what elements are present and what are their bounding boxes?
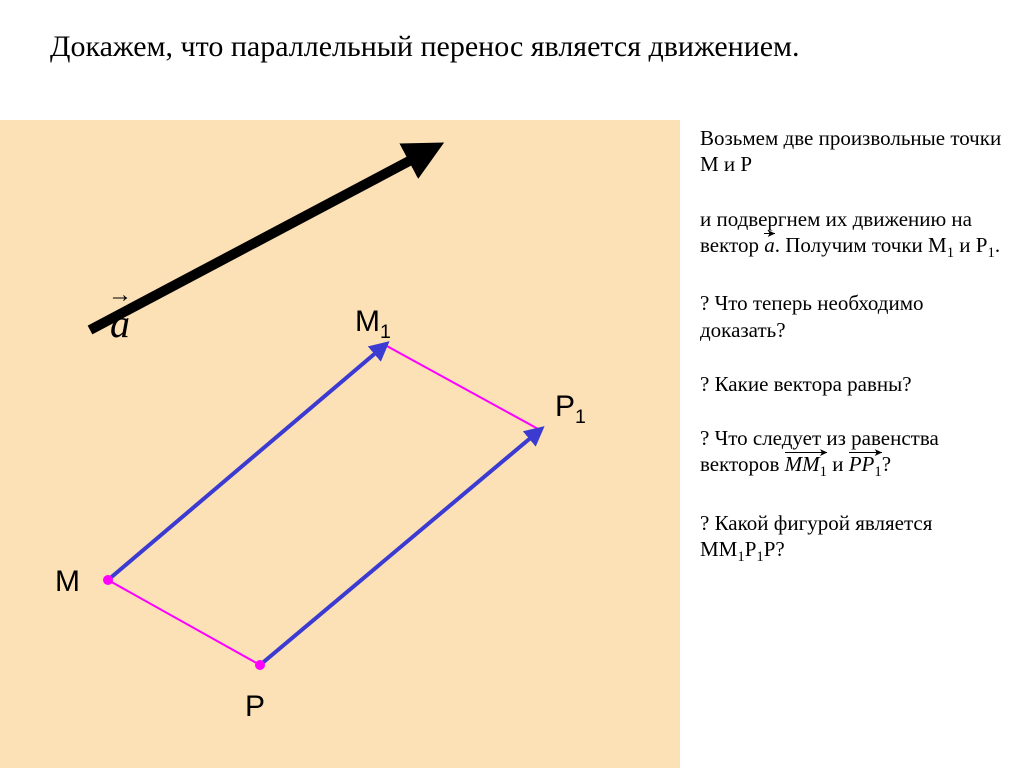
point-p-label: P <box>245 690 265 724</box>
para-3: ? Что теперь необходимо доказать? <box>700 290 1010 343</box>
vector-a-inline: a➤ <box>764 232 775 258</box>
vector-a-label: → a <box>110 300 130 347</box>
point-p1-label: P1 <box>555 390 586 429</box>
sidebar-text: Возьмем две произвольные точки M и P и п… <box>700 125 1010 595</box>
diagram-area: → a M P M1 P1 <box>0 120 680 768</box>
point-m-label: M <box>55 565 80 599</box>
vector-mm1-inline: MM1➤ <box>785 451 827 482</box>
para-6: ? Какой фигурой является MM1P1P? <box>700 510 1010 567</box>
slide-title: Докажем, что параллельный перенос являет… <box>50 30 974 64</box>
para-2: и подвергнем их движению на вектор a➤. П… <box>700 206 1010 263</box>
para-5: ? Что следует из равенства векторов MM1➤… <box>700 425 1010 482</box>
para-4: ? Какие вектора равны? <box>700 371 1010 397</box>
point-m1-label: M1 <box>355 305 391 344</box>
diagram-svg <box>0 120 680 768</box>
slide: Докажем, что параллельный перенос являет… <box>0 0 1024 768</box>
vector-pp1-inline: PP1➤ <box>849 451 882 482</box>
para-1: Возьмем две произвольные точки M и P <box>700 125 1010 178</box>
